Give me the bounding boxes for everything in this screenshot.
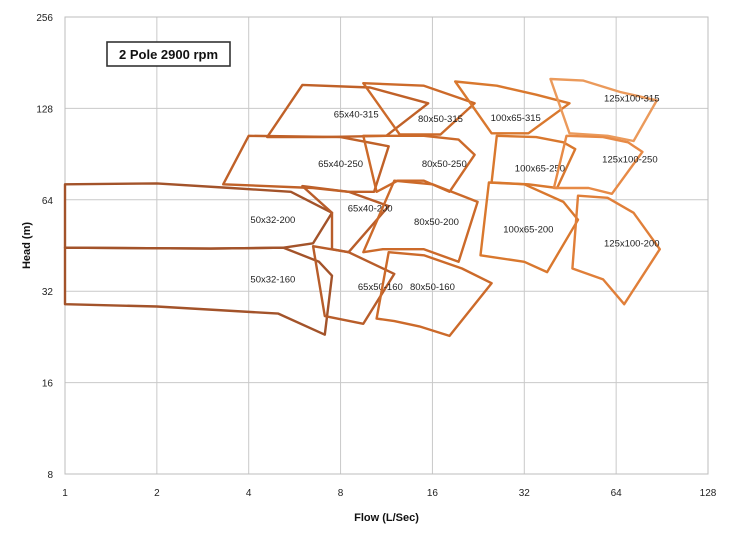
pump-outline — [375, 250, 493, 338]
y-tick-label: 64 — [42, 196, 54, 207]
pump-label: 80x50-160 — [410, 282, 455, 293]
pump-label: 65x50-160 — [358, 282, 403, 293]
pump-outline — [362, 179, 479, 263]
x-tick-label: 128 — [700, 488, 717, 499]
pump-region-80x50-160: 80x50-160 — [375, 250, 493, 338]
pump-label: 80x50-315 — [418, 114, 463, 125]
pump-label: 100x65-315 — [491, 113, 541, 124]
pump-label: 65x40-315 — [334, 110, 379, 121]
pump-outline — [63, 246, 334, 336]
pump-label: 80x50-200 — [414, 217, 459, 228]
pump-region-100x65-200: 100x65-200 — [479, 181, 580, 274]
pump-regions: 50x32-200 50x32-160 65x40-200 65x50-160 65x4… — [63, 77, 661, 338]
pump-region-65x40-250: 65x40-250 — [221, 134, 390, 194]
pump-region-125x100-200: 125x100-200 — [571, 194, 661, 306]
y-tick-label: 32 — [42, 287, 54, 298]
x-tick-label: 4 — [246, 488, 252, 499]
y-tick-label: 16 — [42, 379, 54, 390]
pump-label: 100x65-250 — [515, 164, 565, 175]
pump-outline — [311, 244, 396, 325]
pump-label: 50x32-200 — [250, 215, 295, 226]
x-tick-label: 1 — [62, 488, 68, 499]
pump-label: 125x100-315 — [604, 93, 659, 104]
pump-label: 65x40-200 — [348, 203, 393, 214]
x-tick-label: 32 — [519, 488, 531, 499]
pump-outline — [454, 80, 571, 135]
x-axis-title: Flow (L/Sec) — [354, 512, 419, 524]
x-tick-label: 2 — [154, 488, 160, 499]
pump-region-80x50-200: 80x50-200 — [362, 179, 479, 263]
pump-outline — [362, 81, 476, 136]
pump-region-100x65-315: 100x65-315 — [454, 80, 571, 135]
pump-outline — [549, 77, 658, 143]
pump-label: 125x100-200 — [604, 238, 659, 249]
pump-region-125x100-250: 125x100-250 — [552, 134, 658, 196]
pump-outline — [571, 194, 661, 306]
rpm-label-box: 2 Pole 2900 rpm — [106, 41, 231, 67]
pump-region-50x32-160: 50x32-160 — [63, 246, 334, 336]
y-axis-title: Head (m) — [21, 222, 33, 269]
pump-outline — [221, 134, 390, 194]
x-tick-label: 64 — [611, 488, 623, 499]
pump-label: 65x40-250 — [318, 159, 363, 170]
pump-outline — [552, 134, 644, 196]
pump-label: 80x50-250 — [422, 159, 467, 170]
x-tick-label: 16 — [427, 488, 439, 499]
pump-region-65x50-160: 65x50-160 — [311, 244, 403, 325]
pump-label: 50x32-160 — [250, 274, 295, 285]
y-tick-label: 128 — [36, 104, 53, 115]
pump-label: 100x65-200 — [503, 225, 553, 236]
pump-outline — [479, 181, 580, 274]
pump-region-80x50-315: 80x50-315 — [362, 81, 476, 136]
pump-label: 125x100-250 — [602, 154, 657, 165]
axis-ticks: 1 2 4 8 16 32 64 128 8 16 32 64 128 256 — [36, 13, 716, 499]
chart-title: 2 Pole 2900 rpm — [119, 47, 218, 62]
y-tick-label: 256 — [36, 13, 53, 24]
y-tick-label: 8 — [47, 470, 53, 481]
pump-region-125x100-315: 125x100-315 — [549, 77, 659, 143]
x-tick-label: 8 — [338, 488, 344, 499]
